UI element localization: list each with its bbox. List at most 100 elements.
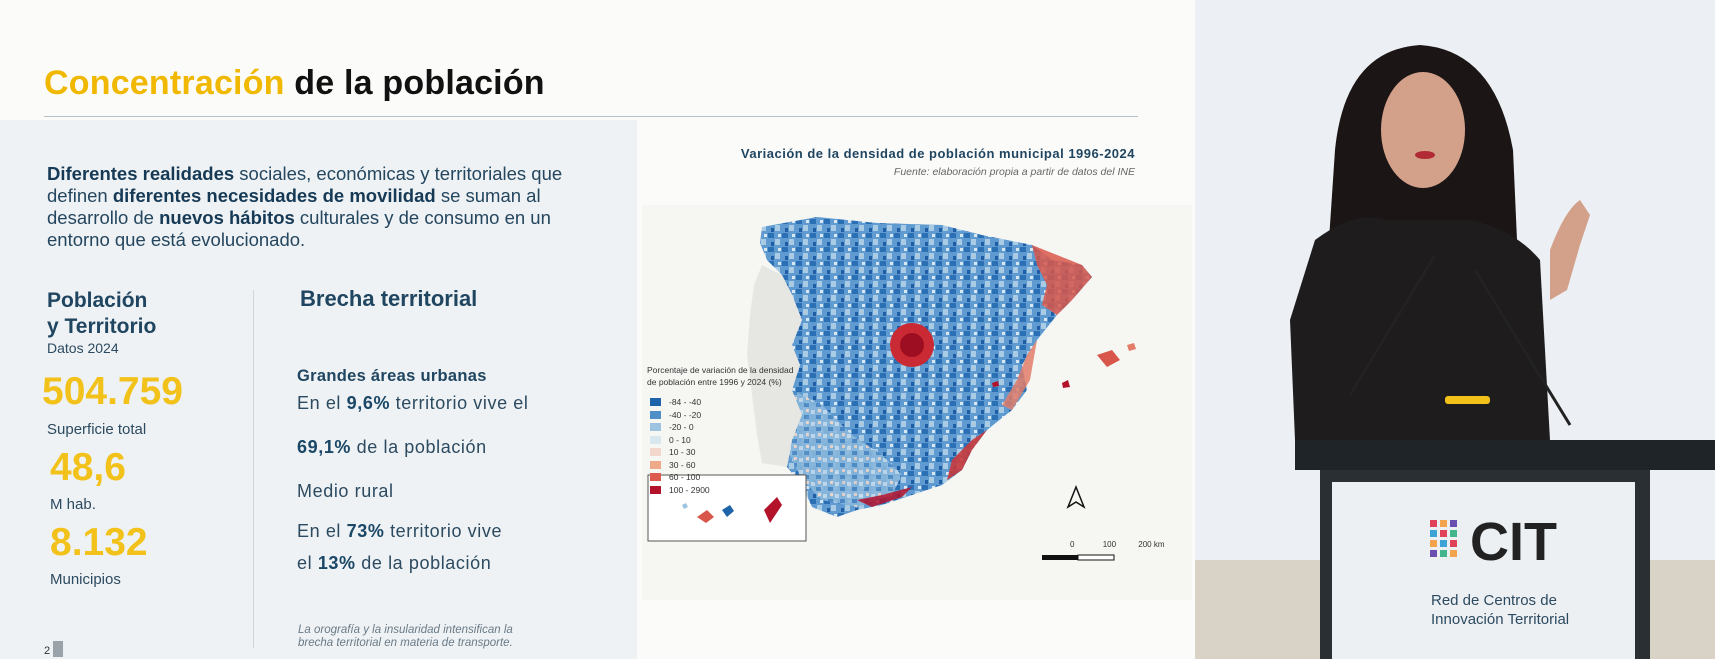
- legend-label: 100 - 2900: [669, 484, 710, 495]
- brand-name: CIT: [1470, 512, 1557, 572]
- speaker-hand: [1550, 200, 1590, 300]
- scale-label-0: 0: [1070, 540, 1075, 549]
- legend-label: 10 - 30: [669, 447, 696, 458]
- urban-l2-pct: 69,1%: [297, 437, 352, 457]
- intro-bold-1: Diferentes realidades: [47, 163, 235, 184]
- legend-label: -20 - 0: [669, 422, 694, 433]
- north-arrow-icon: [1066, 484, 1086, 509]
- intro-text-6: culturales y de consumo en un entorno qu…: [47, 207, 551, 250]
- urban-l1-text: En el: [297, 393, 347, 413]
- footnote: La orografía y la insularidad intensific…: [298, 624, 513, 650]
- brand-sub-line1: Red de Centros de: [1431, 592, 1557, 609]
- scale-label-100: 100: [1102, 540, 1117, 549]
- intro-text-4: se suman al desarrollo de: [47, 185, 541, 228]
- intro-bold-5: nuevos hábitos: [159, 207, 295, 228]
- brecha-heading: Brecha territorial: [300, 286, 478, 311]
- canary-island-1: [697, 510, 714, 523]
- rural-l1-text: En el: [297, 521, 347, 541]
- urban-l1-pct: 9,6%: [346, 393, 391, 413]
- intro-bold-3: diferentes necesidades de movilidad: [112, 185, 436, 206]
- scale-labels: 0 100 200 km: [1070, 540, 1165, 549]
- stat-value-municipalities: 8.132: [50, 521, 148, 564]
- rural-l2-text: el: [297, 553, 318, 573]
- legend-row: 60 - 100: [650, 471, 710, 484]
- map-south-region: [790, 390, 902, 507]
- legend-title: Porcentaje de variación de la densidad d…: [647, 364, 797, 388]
- speaker-lips: [1415, 151, 1435, 159]
- canary-island-2: [722, 505, 734, 517]
- left-panel: [0, 120, 637, 659]
- legend-swatch: [650, 473, 661, 482]
- cit-logo-mark: [1430, 520, 1457, 557]
- stat-value-population: 48,6: [50, 446, 126, 489]
- map-title: Variación de la densidad de población mu…: [740, 146, 1135, 161]
- rural-l2-pct: 13%: [317, 553, 356, 573]
- page-number: 2: [44, 645, 51, 657]
- murcia-coast: [947, 430, 987, 480]
- legend-swatch: [650, 435, 661, 444]
- stat-label-municipalities: Municipios: [50, 571, 121, 588]
- stats-heading-line2: y Territorio: [47, 315, 157, 338]
- ibiza: [1062, 380, 1070, 388]
- valencia-coast: [1002, 340, 1037, 410]
- title-highlight: Concentración: [44, 64, 285, 102]
- legend-row: 0 - 10: [650, 434, 710, 447]
- stats-subheading: Datos 2024: [47, 340, 119, 356]
- microphone-right: [1473, 269, 1572, 426]
- legend-swatch: [650, 448, 661, 457]
- rural-l2-text-end: de la población: [355, 553, 492, 573]
- legend-swatch: [650, 423, 661, 432]
- slide-title: Concentración de la población: [44, 64, 545, 103]
- microphone-left: [1348, 254, 1437, 396]
- urban-line-1: En el 9,6% territorio vive el: [297, 393, 529, 414]
- formentera: [992, 381, 999, 387]
- madrid-core: [900, 333, 924, 357]
- choropleth-map: [642, 205, 1192, 600]
- legend-label: 0 - 10: [669, 434, 691, 445]
- legend-row: -40 - -20: [650, 409, 710, 422]
- legend-label: 60 - 100: [669, 472, 701, 483]
- stats-heading-line1: Población: [47, 289, 148, 312]
- portugal: [747, 265, 802, 467]
- rural-line-2: el 13% de la población: [297, 553, 491, 574]
- scale-bar-white: [1077, 554, 1115, 561]
- menorca: [1127, 343, 1136, 351]
- scale-bar-black: [1042, 555, 1078, 560]
- page-marker: [53, 641, 63, 657]
- legend-row: 10 - 30: [650, 446, 710, 459]
- podium-top: [1295, 440, 1715, 470]
- yellow-pen: [1445, 396, 1490, 404]
- rural-line-1: En el 73% territorio vive: [297, 521, 502, 542]
- urban-heading: Grandes áreas urbanas: [297, 367, 487, 385]
- scale-label-200: 200 km: [1138, 540, 1165, 549]
- legend-row: 30 - 60: [650, 459, 710, 472]
- rural-l1-pct: 73%: [346, 521, 385, 541]
- legend-swatch: [650, 460, 661, 469]
- legend-label: -84 - -40: [669, 397, 702, 408]
- footnote-line2: brecha territorial en materia de transpo…: [298, 637, 513, 649]
- title-rest: de la población: [284, 64, 545, 102]
- legend-title-line2: de población entre 1996 y 2024 (%): [647, 377, 782, 387]
- legend-label: -40 - -20: [669, 409, 702, 420]
- urban-l1-text-end: territorio vive el: [390, 393, 529, 413]
- legend-swatch: [650, 485, 661, 494]
- rural-heading: Medio rural: [297, 481, 394, 501]
- title-rule: [44, 116, 1138, 117]
- speaker-face: [1381, 72, 1465, 188]
- speaker-scene: CIT Red de Centros de Innovación Territo…: [1195, 0, 1715, 659]
- catalonia-coast: [1032, 245, 1092, 315]
- canary-island-4: [682, 503, 688, 509]
- map-source: Fuente: elaboración propia a partir de d…: [893, 166, 1135, 178]
- slide: Concentración de la población Diferentes…: [0, 64, 1192, 659]
- legend-row: -20 - 0: [650, 421, 710, 434]
- intro-text-2: sociales, económicas y territoriales que…: [47, 163, 563, 206]
- mallorca: [1097, 350, 1120, 367]
- legend-label: 30 - 60: [669, 459, 696, 470]
- rural-l1-text-end: territorio vive: [384, 521, 503, 541]
- legend-row: -84 - -40: [650, 396, 710, 409]
- column-separator: [253, 290, 254, 648]
- stat-label-population: M hab.: [50, 496, 96, 513]
- andalusia-coast: [857, 487, 912, 507]
- speaker-video: CIT Red de Centros de Innovación Territo…: [1195, 0, 1715, 659]
